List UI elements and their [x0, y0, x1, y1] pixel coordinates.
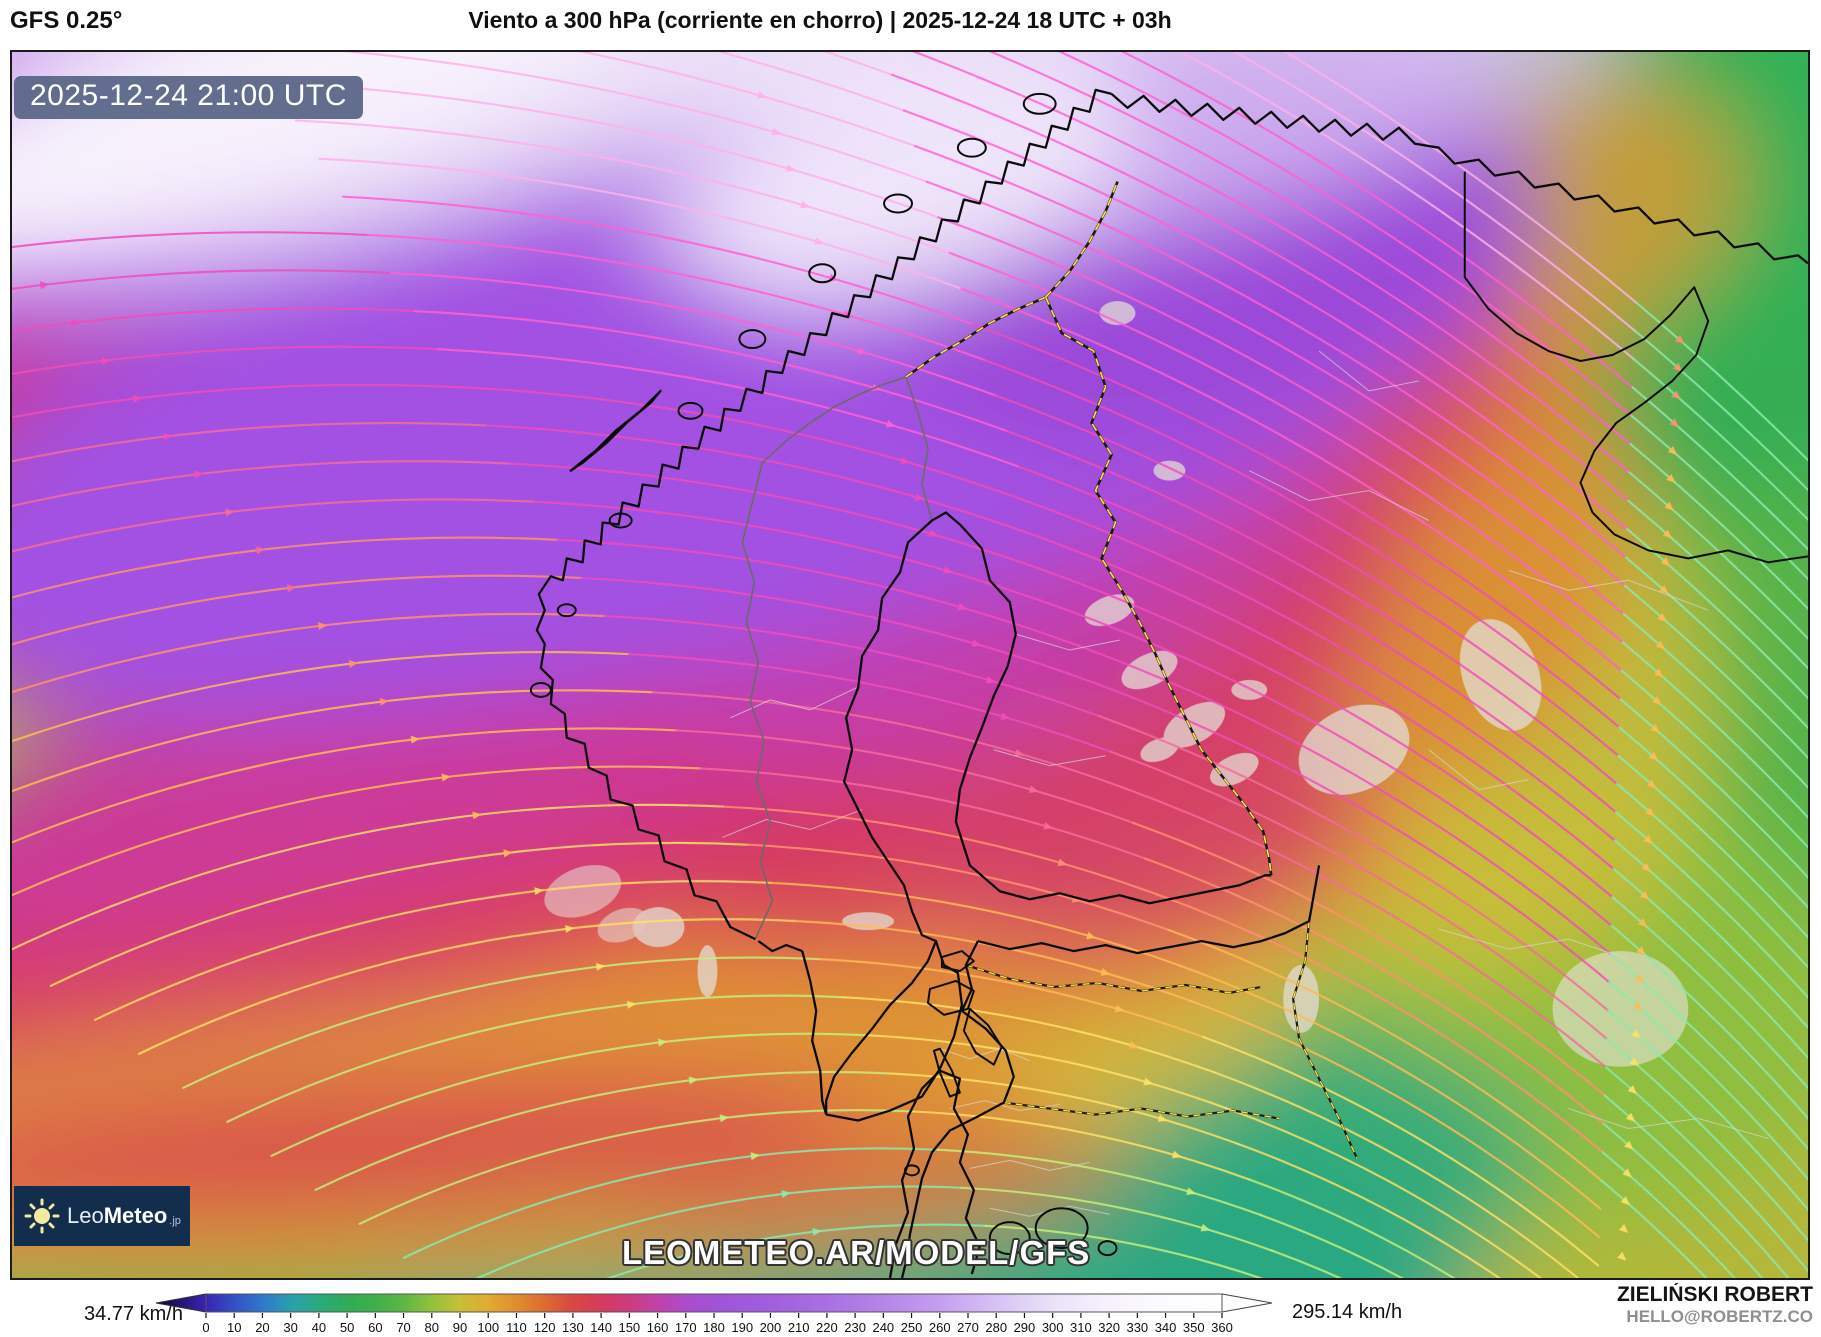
svg-text:350: 350 [1183, 1320, 1205, 1335]
streamlines-layer [12, 52, 1808, 1278]
svg-text:170: 170 [675, 1320, 697, 1335]
coastlines [529, 88, 1808, 1278]
wind-speed-colorbar: 0 10 20 30 40 50 60 70 80 90 100 110 120 130 140 150 160… [155, 1293, 1273, 1335]
svg-text:70: 70 [396, 1320, 410, 1335]
country-borders-gray [741, 376, 933, 940]
author-email: HELLO@ROBERTZ.CO [1626, 1307, 1813, 1327]
svg-text:310: 310 [1070, 1320, 1092, 1335]
wind-speed-field [12, 52, 1808, 1278]
watermark: LEOMETEO.AR/MODEL/GFS [621, 1234, 1091, 1271]
svg-text:0: 0 [202, 1320, 209, 1335]
leometeo-logo: LeoMeteo .jp [14, 1186, 190, 1246]
page-title: Viento a 300 hPa (corriente en chorro) |… [468, 7, 1172, 33]
svg-text:240: 240 [872, 1320, 894, 1335]
svg-text:30: 30 [283, 1320, 297, 1335]
scale-min-label: 34.77 km/h [84, 1303, 183, 1325]
scale-max-label: 295.14 km/h [1292, 1301, 1403, 1323]
svg-text:320: 320 [1098, 1320, 1120, 1335]
model-label: GFS 0.25° [10, 7, 123, 34]
svg-text:360: 360 [1211, 1320, 1233, 1335]
svg-text:100: 100 [477, 1320, 499, 1335]
svg-text:190: 190 [731, 1320, 753, 1335]
svg-text:180: 180 [703, 1320, 725, 1335]
svg-text:300: 300 [1042, 1320, 1064, 1335]
svg-text:60: 60 [368, 1320, 382, 1335]
svg-text:40: 40 [312, 1320, 326, 1335]
geography-layer [529, 88, 1808, 1278]
lakes-layer [544, 301, 1689, 1067]
logo-suffix: .jp [169, 1215, 181, 1227]
svg-text:210: 210 [788, 1320, 810, 1335]
svg-text:90: 90 [453, 1320, 467, 1335]
author-name: ZIELIŃSKI ROBERT [1616, 1283, 1813, 1306]
sun-icon [24, 1198, 60, 1234]
country-borders-dashed [905, 181, 1359, 1159]
svg-text:160: 160 [647, 1320, 669, 1335]
svg-text:10: 10 [227, 1320, 241, 1335]
svg-text:220: 220 [816, 1320, 838, 1335]
svg-text:340: 340 [1155, 1320, 1177, 1335]
svg-text:110: 110 [506, 1320, 527, 1335]
colorbar-ticks: 0 10 20 30 40 50 60 70 80 90 100 110 120 130 140 150 160… [202, 1313, 1233, 1335]
svg-text:150: 150 [618, 1320, 640, 1335]
logo-wordmark: LeoMeteo [67, 1203, 168, 1228]
svg-text:290: 290 [1014, 1320, 1036, 1335]
speed-blobs [12, 52, 1808, 1278]
svg-text:20: 20 [255, 1320, 269, 1335]
svg-text:230: 230 [844, 1320, 866, 1335]
credits-block: ZIELIŃSKI ROBERT HELLO@ROBERTZ.CO [1617, 1283, 1813, 1327]
svg-text:80: 80 [425, 1320, 439, 1335]
svg-text:140: 140 [590, 1320, 612, 1335]
colorbar-left-arrow [155, 1293, 207, 1313]
svg-text:200: 200 [760, 1320, 782, 1335]
svg-text:270: 270 [957, 1320, 979, 1335]
colorbar-gradient [205, 1293, 1223, 1313]
svg-text:50: 50 [340, 1320, 354, 1335]
svg-text:120: 120 [534, 1320, 556, 1335]
svg-text:250: 250 [901, 1320, 923, 1335]
timestamp-badge: 2025-12-24 21:00 UTC [14, 76, 363, 119]
svg-text:260: 260 [929, 1320, 951, 1335]
svg-text:130: 130 [562, 1320, 584, 1335]
svg-text:280: 280 [985, 1320, 1007, 1335]
weather-map: 2025-12-24 21:00 UTC LeoMeteo .jp LEOMET… [10, 50, 1810, 1280]
colorbar-right-arrow [1221, 1293, 1273, 1313]
svg-text:330: 330 [1126, 1320, 1148, 1335]
